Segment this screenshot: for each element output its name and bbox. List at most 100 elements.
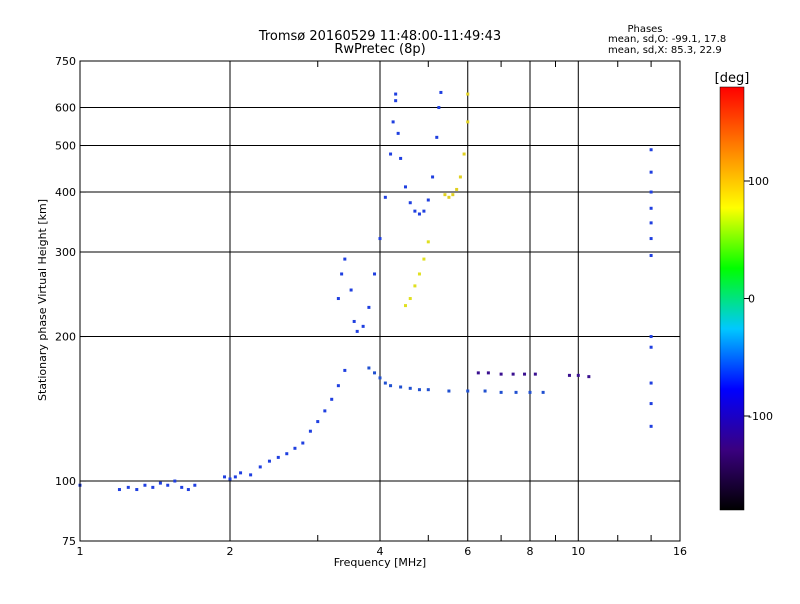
data-point: [499, 372, 503, 376]
data-point: [308, 429, 312, 433]
data-point: [367, 366, 371, 370]
data-point: [249, 473, 253, 477]
data-point: [258, 465, 262, 469]
data-point: [343, 368, 347, 372]
data-point: [158, 481, 162, 485]
chart-subtitle: RwPretec (8p): [334, 42, 425, 57]
colorbar-tick-label: 0: [748, 293, 755, 306]
data-point: [223, 475, 227, 479]
data-point: [649, 148, 653, 152]
data-point: [541, 390, 545, 394]
y-tick-label: 100: [55, 475, 76, 488]
data-point: [330, 397, 334, 401]
data-point: [408, 386, 412, 390]
data-point: [413, 284, 417, 288]
data-point: [336, 297, 340, 301]
x-tick-label: 4: [377, 545, 384, 558]
data-point: [417, 212, 421, 216]
data-point: [180, 485, 184, 489]
x-axis-label: Frequency [MHz]: [334, 556, 426, 569]
data-point: [349, 288, 353, 292]
data-point: [426, 240, 430, 244]
data-point: [451, 193, 455, 197]
x-tick-label: 8: [527, 545, 534, 558]
data-point: [523, 372, 527, 376]
data-point: [399, 385, 403, 389]
data-point: [373, 371, 377, 375]
data-point: [389, 384, 393, 388]
data-point: [417, 272, 421, 276]
data-point: [443, 193, 447, 197]
data-point: [378, 376, 382, 380]
data-point: [389, 152, 393, 156]
data-point: [193, 483, 197, 487]
data-point: [383, 381, 387, 385]
data-point: [466, 120, 470, 124]
data-point: [439, 90, 443, 94]
data-point: [293, 446, 297, 450]
data-point: [117, 488, 121, 492]
data-point: [316, 420, 320, 424]
data-point: [378, 237, 382, 241]
data-point: [483, 389, 487, 393]
data-point: [399, 156, 403, 160]
data-point: [649, 335, 653, 339]
data-point: [403, 185, 407, 189]
phase-info-x: mean, sd,X: 85.3, 22.9: [608, 45, 722, 56]
y-tick-label: 400: [55, 186, 76, 199]
data-point: [233, 475, 237, 479]
data-point: [403, 304, 407, 308]
data-point: [533, 372, 537, 376]
data-point: [352, 319, 356, 323]
data-point: [649, 206, 653, 210]
data-point: [422, 209, 426, 213]
data-point: [394, 92, 398, 96]
data-point: [417, 388, 421, 392]
x-tick-label: 1: [77, 545, 84, 558]
colorbar: [719, 86, 745, 511]
data-point: [285, 452, 289, 456]
data-point: [135, 488, 139, 492]
chart-title: Tromsø 20160529 11:48:00-11:49:43: [258, 29, 501, 44]
x-tick-label: 6: [464, 545, 471, 558]
grid-lines: [80, 61, 680, 541]
data-point: [323, 409, 327, 413]
data-point: [151, 485, 155, 489]
data-point: [476, 371, 480, 375]
phase-info-o: mean, sd,O: -99.1, 17.8: [608, 34, 726, 45]
data-point: [567, 373, 571, 377]
data-point: [462, 152, 466, 156]
data-point: [343, 257, 347, 261]
data-point: [340, 272, 344, 276]
data-point: [143, 483, 147, 487]
plot-frame: [79, 60, 681, 542]
data-point: [649, 381, 653, 385]
data-point: [466, 389, 470, 393]
y-tick-label: 75: [62, 535, 76, 548]
colorbar-tick-label: 100: [748, 175, 769, 188]
data-point: [422, 257, 426, 261]
data-point: [383, 195, 387, 199]
data-point: [126, 485, 130, 489]
y-axis-label: Stationary phase Virtual Height [km]: [36, 199, 49, 401]
data-point: [408, 297, 412, 301]
y-tick-label: 600: [55, 102, 76, 115]
data-point: [447, 195, 451, 199]
data-point: [466, 92, 470, 96]
data-point: [458, 175, 462, 179]
data-point: [408, 201, 412, 205]
phase-info-title: Phases: [627, 24, 662, 35]
data-point: [426, 198, 430, 202]
data-point: [499, 390, 503, 394]
axis-ticks: 1 2 4 6 8 10 16 75 100 200 300 400 500 600 750: [55, 55, 687, 558]
data-point: [373, 272, 377, 276]
data-point: [336, 384, 340, 388]
y-tick-label: 500: [55, 140, 76, 153]
colorbar-tick-label: -100: [748, 410, 773, 423]
data-point: [649, 254, 653, 258]
colorbar-ticks: 100 0 -100: [744, 175, 773, 423]
data-point: [455, 187, 459, 191]
data-point: [267, 459, 271, 463]
data-point: [528, 390, 532, 394]
